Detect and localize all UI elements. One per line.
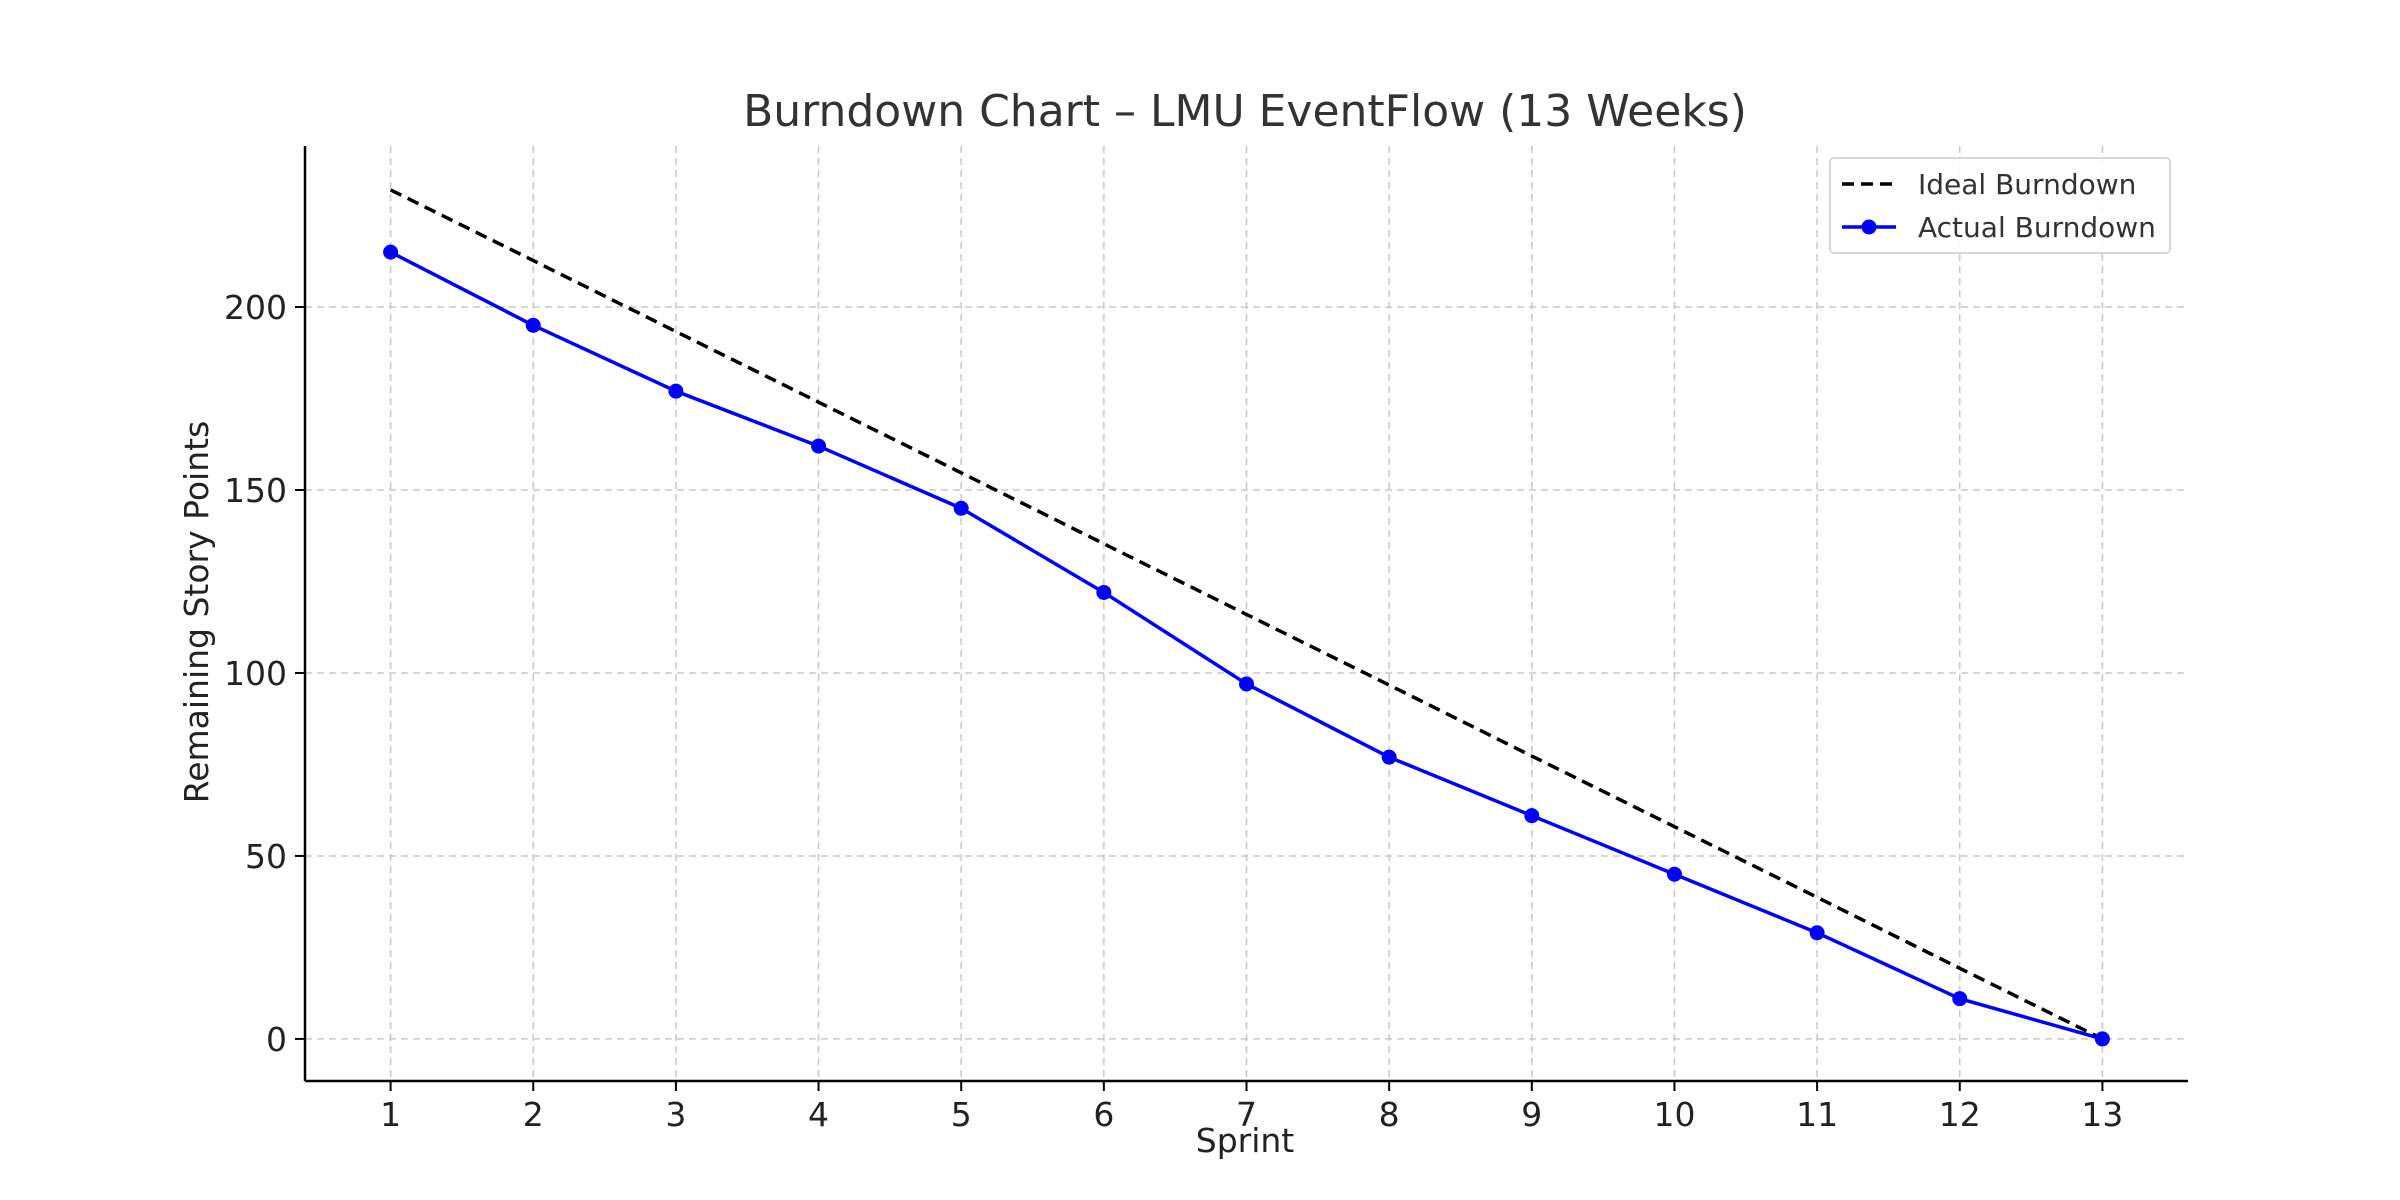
x-tick-label: 9 bbox=[1521, 1095, 1542, 1134]
x-tick-label: 1 bbox=[380, 1095, 401, 1134]
legend: Ideal Burndown Actual Burndown bbox=[1829, 157, 2171, 254]
x-tick-label: 12 bbox=[1939, 1095, 1981, 1134]
grid bbox=[305, 146, 2188, 1081]
y-tick-label: 200 bbox=[224, 288, 287, 327]
axes bbox=[295, 146, 2188, 1091]
data-point bbox=[668, 383, 684, 399]
data-point bbox=[1239, 676, 1254, 692]
data-point bbox=[2094, 1031, 2110, 1047]
legend-label: Actual Burndown bbox=[1918, 211, 2156, 244]
data-point bbox=[953, 500, 969, 516]
x-tick-label: 3 bbox=[665, 1095, 686, 1134]
data-point bbox=[811, 438, 827, 454]
ideal-burndown-line bbox=[389, 188, 2104, 1041]
y-tick-label: 0 bbox=[266, 1020, 287, 1059]
y-tick-label: 100 bbox=[224, 654, 287, 693]
y-axis-label: Remaining Story Points bbox=[177, 421, 216, 804]
x-tick-label: 4 bbox=[808, 1095, 829, 1134]
series-1 bbox=[383, 244, 2110, 1047]
y-tick-label: 150 bbox=[224, 471, 287, 510]
data-point bbox=[1952, 991, 1968, 1007]
data-point bbox=[383, 244, 399, 260]
legend-marker bbox=[1861, 219, 1877, 235]
x-tick-label: 6 bbox=[1093, 1095, 1114, 1134]
data-point bbox=[1666, 866, 1682, 882]
x-tick-label: 2 bbox=[523, 1095, 544, 1134]
chart-title: Burndown Chart – LMU EventFlow (13 Weeks… bbox=[743, 86, 1747, 137]
x-tick-label: 11 bbox=[1796, 1095, 1838, 1134]
data-point bbox=[1096, 584, 1112, 600]
series bbox=[383, 188, 2110, 1047]
legend-label: Ideal Burndown bbox=[1918, 168, 2136, 201]
x-tick-label: 5 bbox=[951, 1095, 972, 1134]
data-point bbox=[1524, 808, 1540, 824]
series-0 bbox=[389, 188, 2104, 1041]
x-tick-label: 10 bbox=[1653, 1095, 1695, 1134]
x-tick-label: 8 bbox=[1379, 1095, 1400, 1134]
data-point bbox=[1809, 925, 1825, 941]
data-point bbox=[1381, 749, 1397, 765]
legend-box bbox=[1829, 157, 2171, 254]
x-axis-label: Sprint bbox=[1196, 1121, 1295, 1160]
x-tick-label: 13 bbox=[2081, 1095, 2123, 1134]
x-tick-label: 7 bbox=[1236, 1095, 1257, 1134]
data-point bbox=[525, 317, 541, 333]
y-tick-label: 50 bbox=[245, 837, 287, 876]
